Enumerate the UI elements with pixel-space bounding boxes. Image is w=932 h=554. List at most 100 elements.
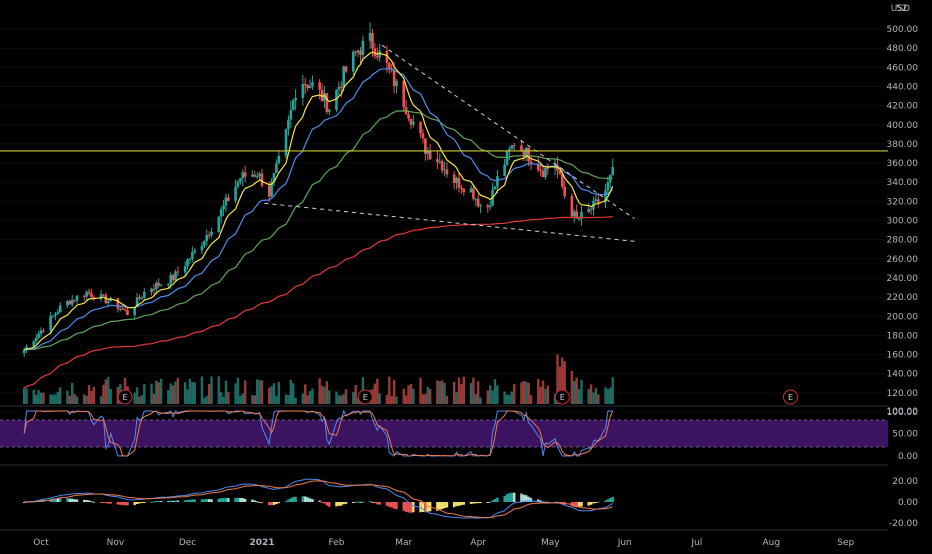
candle-body — [205, 235, 208, 241]
volume-bar — [184, 382, 186, 404]
price-tick-label: 400.00 — [887, 121, 919, 131]
volume-bar — [254, 395, 256, 404]
volume-bar — [580, 380, 582, 404]
candle-body — [251, 175, 254, 177]
candle-body — [54, 314, 57, 315]
volume-bar — [491, 391, 493, 404]
candle-body — [362, 41, 365, 55]
candle — [285, 128, 288, 158]
candle — [292, 99, 295, 111]
macd-bar — [83, 500, 85, 502]
volume-bar — [174, 381, 176, 404]
earnings-marker-label: E — [363, 393, 368, 402]
candle-body — [287, 120, 290, 130]
volume-bar — [258, 380, 260, 404]
volume-bar — [489, 385, 491, 404]
volume-bar — [573, 381, 575, 404]
candle-body — [419, 122, 422, 133]
volume-bar — [412, 389, 414, 404]
volume-bar — [201, 376, 203, 404]
macd-bar — [321, 502, 323, 503]
candle-body — [352, 52, 355, 72]
macd-bar — [119, 502, 121, 505]
candle-body — [388, 63, 391, 69]
volume-bar — [496, 385, 498, 404]
candle-body — [479, 205, 482, 206]
volume-bar — [76, 396, 78, 404]
earnings-marker-label: E — [123, 393, 128, 402]
price-tick-label: 380.00 — [887, 140, 919, 150]
candle-body — [292, 100, 295, 110]
macd-bar — [580, 502, 582, 507]
macd-bar — [141, 502, 143, 503]
candle-body — [357, 51, 360, 53]
candle-body — [436, 159, 439, 162]
volume-bar — [172, 385, 174, 404]
candle-body — [294, 98, 297, 100]
macd-bar — [124, 502, 126, 505]
candle-body — [261, 174, 264, 186]
volume-bar — [309, 391, 311, 404]
volume-bar — [537, 379, 539, 404]
volume-bar — [191, 382, 193, 404]
candle-body — [326, 93, 329, 112]
candle-body — [35, 338, 38, 342]
price-axis[interactable]: 100.00120.00140.00160.00180.00200.00220.… — [887, 0, 932, 550]
candle-body — [141, 298, 144, 299]
volume-bar — [278, 382, 280, 404]
macd-bar — [503, 496, 505, 502]
macd-bar — [597, 502, 599, 503]
candle-body — [210, 232, 213, 235]
volume-bar — [463, 377, 465, 404]
volume-bar — [306, 395, 308, 404]
stoch-tick-label: 0.00 — [898, 452, 918, 462]
candle — [352, 50, 355, 75]
macd-bar — [222, 498, 224, 502]
candle-body — [278, 156, 281, 164]
macd-bar — [76, 499, 78, 502]
macd-bar — [439, 502, 441, 510]
macd-bar — [239, 498, 241, 502]
volume-bar — [419, 378, 421, 404]
macd-bar — [494, 499, 496, 502]
candle-body — [203, 241, 206, 246]
candle-body — [477, 199, 480, 206]
candle-body — [138, 297, 141, 298]
macd-bar — [218, 499, 220, 502]
candle-body — [369, 33, 372, 41]
macd-bar — [302, 496, 304, 502]
volume-bar — [251, 395, 253, 404]
candle-body — [340, 87, 343, 88]
candle-body — [542, 171, 545, 177]
volume-bar — [33, 390, 35, 404]
macd-bar — [133, 502, 135, 505]
candle-body — [160, 285, 163, 286]
macd-bar — [475, 502, 477, 503]
price-tick-label: 360.00 — [887, 159, 919, 169]
candle-body — [458, 178, 461, 188]
macd-tick-label: -20.00 — [889, 519, 918, 529]
candle-body — [376, 56, 379, 57]
volume-bar — [587, 389, 589, 404]
candle-body — [225, 197, 228, 205]
candle-body — [472, 188, 475, 199]
macd-bar — [491, 500, 493, 502]
volume-bar — [354, 385, 356, 404]
candle-body — [304, 84, 307, 85]
macd-bar — [511, 493, 513, 502]
macd-bar — [604, 501, 606, 502]
macd-bar — [174, 501, 176, 502]
candle-body — [268, 186, 271, 197]
macd-bar — [208, 499, 210, 502]
volume-bar — [503, 392, 505, 404]
candle-body — [611, 167, 614, 175]
candle-body — [220, 209, 223, 216]
volume-bar — [100, 396, 102, 404]
candle-body — [167, 284, 170, 285]
volume-bar — [73, 394, 75, 404]
volume-bar — [133, 393, 135, 404]
macd-bar — [285, 501, 287, 502]
candle — [511, 145, 514, 149]
